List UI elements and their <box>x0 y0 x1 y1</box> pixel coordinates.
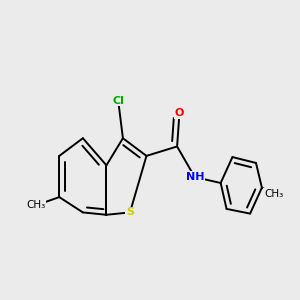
Text: CH₃: CH₃ <box>264 189 283 199</box>
Text: O: O <box>175 109 184 118</box>
Text: CH₃: CH₃ <box>26 200 45 210</box>
Text: Cl: Cl <box>112 95 124 106</box>
Text: NH: NH <box>185 172 204 182</box>
Text: S: S <box>126 207 134 218</box>
